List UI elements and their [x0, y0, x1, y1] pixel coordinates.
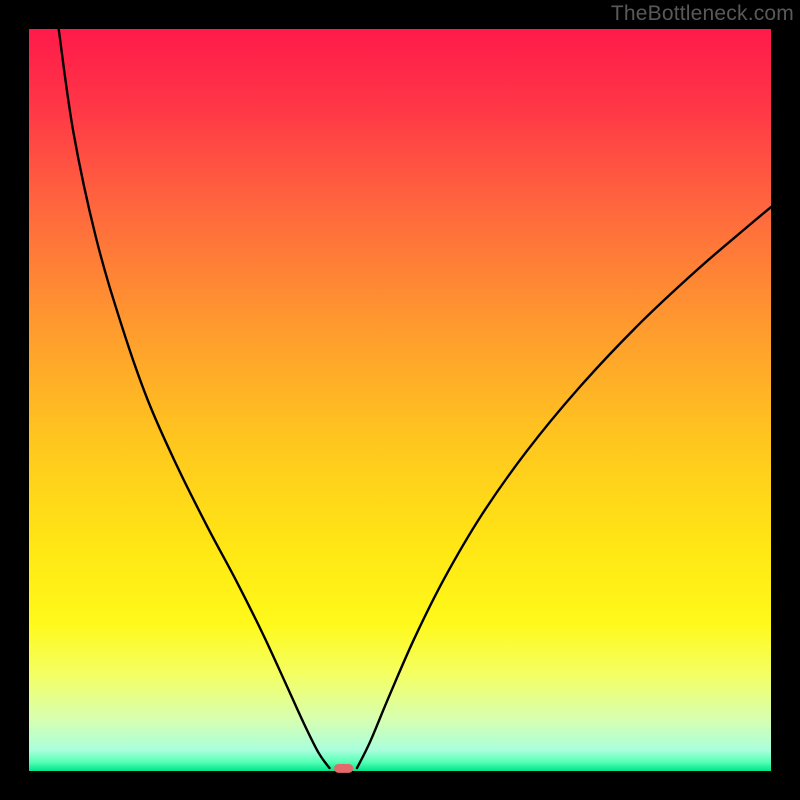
- watermark-text: TheBottleneck.com: [611, 2, 794, 26]
- plot-background: [29, 29, 771, 771]
- chart-svg: [0, 0, 800, 800]
- dip-marker: [334, 764, 353, 773]
- chart-stage: TheBottleneck.com: [0, 0, 800, 800]
